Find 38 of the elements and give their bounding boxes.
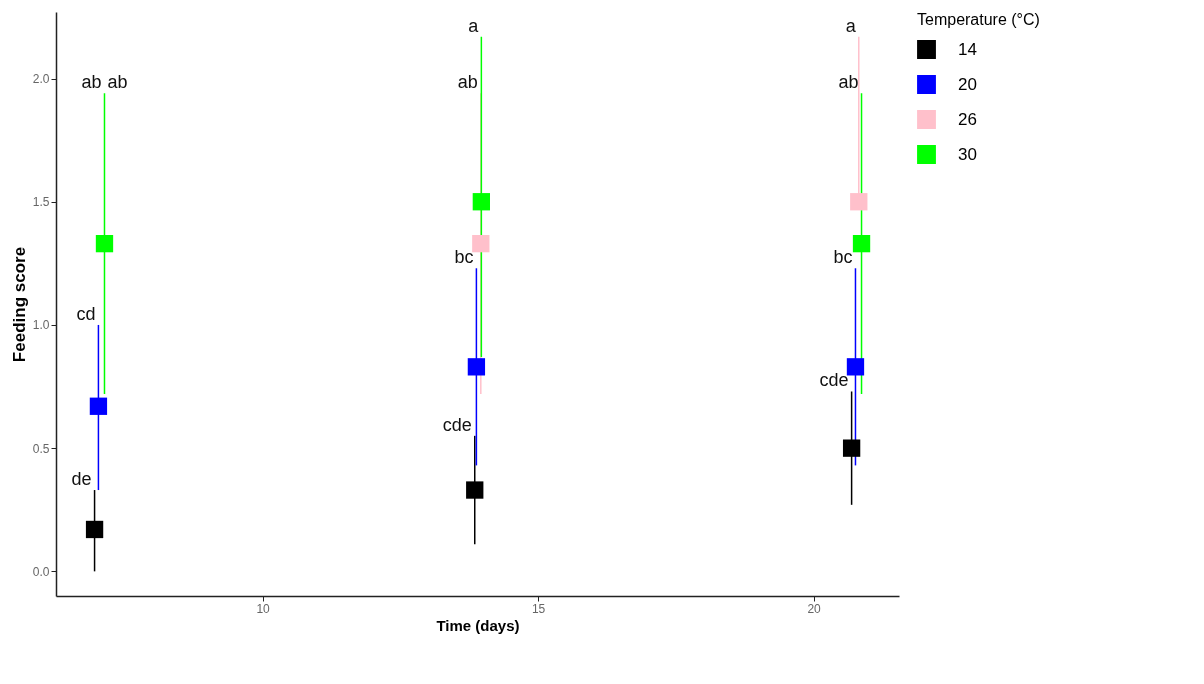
annotation: ab [838,72,859,93]
point [846,358,865,376]
point [852,234,871,253]
annotation: cde [819,370,849,391]
legend-title: Temperature (°C) [917,11,1040,28]
point [467,358,486,376]
annotation: cd [76,303,96,324]
x-axis-title: Time (days) [436,616,520,634]
y-axis-title: Feeding score [9,246,29,363]
annotation: bc [454,247,474,268]
legend-label: 20 [958,74,977,94]
point [466,481,484,499]
annotation: ab [81,72,102,93]
legend-label: 30 [958,144,977,164]
annotation: ab [107,72,128,93]
annotation: a [468,15,480,36]
point [472,193,491,211]
legend-label: 14 [958,39,977,59]
annotation: de [71,469,92,490]
x-tick-label: 20 [807,601,822,616]
annotation: a [845,15,857,36]
point [472,234,490,253]
point [850,193,868,211]
legend-label: 26 [958,109,977,129]
x-tick-label: 15 [531,601,546,616]
annotation: bc [833,247,853,268]
point [85,520,104,539]
annotation: ab [457,72,478,93]
point [95,234,114,253]
point [89,397,108,415]
point [842,439,861,457]
y-tick-label: 2.0 [32,72,50,87]
y-tick-label: 1.0 [32,318,50,333]
annotation: cde [442,414,472,435]
y-tick-label: 0.0 [32,564,50,579]
x-tick-label: 10 [256,601,271,616]
y-tick-label: 1.5 [32,195,50,210]
y-tick-label: 0.5 [32,441,50,456]
